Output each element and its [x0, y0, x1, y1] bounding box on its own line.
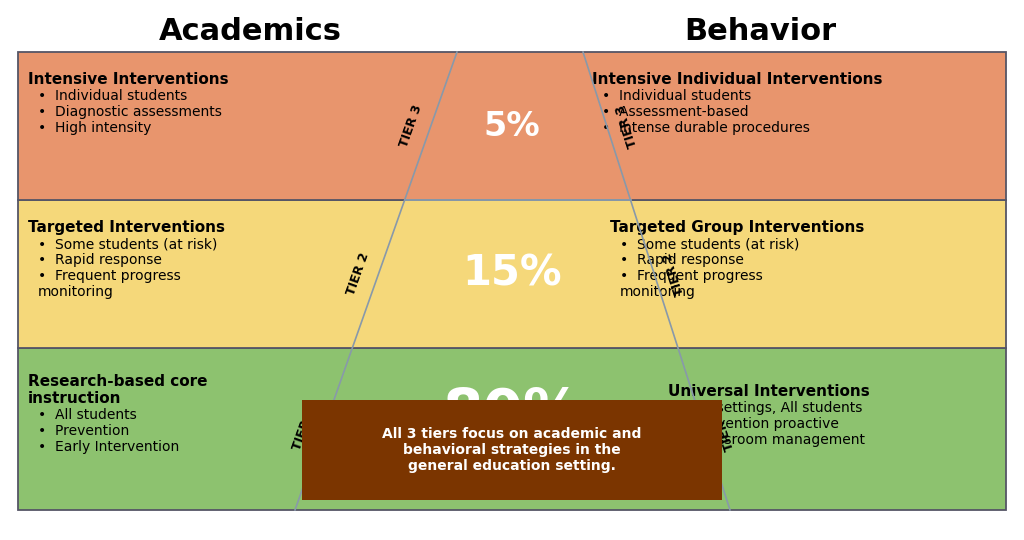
- Text: 15%: 15%: [462, 253, 562, 295]
- Text: •  Some students (at risk): • Some students (at risk): [620, 237, 800, 251]
- Text: •  All students: • All students: [38, 408, 137, 422]
- Text: Universal Interventions: Universal Interventions: [668, 384, 869, 399]
- Text: Intensive Individual Interventions: Intensive Individual Interventions: [592, 72, 883, 87]
- Text: TIER 2: TIER 2: [345, 251, 372, 297]
- Text: Research-based core
instruction: Research-based core instruction: [28, 374, 208, 407]
- Text: •  Prevention proactive: • Prevention proactive: [678, 417, 839, 431]
- FancyBboxPatch shape: [18, 348, 1006, 510]
- Text: •  Intense durable procedures: • Intense durable procedures: [602, 121, 810, 135]
- Text: 5%: 5%: [483, 110, 541, 143]
- FancyBboxPatch shape: [18, 52, 1006, 200]
- Text: TIER 1: TIER 1: [290, 406, 317, 452]
- Text: •  Rapid response: • Rapid response: [620, 253, 743, 267]
- Text: •  Diagnostic assessments: • Diagnostic assessments: [38, 105, 222, 119]
- Text: •  Early Intervention: • Early Intervention: [38, 440, 179, 454]
- Text: •  All settings, All students: • All settings, All students: [678, 401, 862, 415]
- Text: •  Prevention: • Prevention: [38, 424, 129, 438]
- Text: Intensive Interventions: Intensive Interventions: [28, 72, 228, 87]
- Text: 80%: 80%: [442, 386, 582, 442]
- Text: •  Rapid response: • Rapid response: [38, 253, 162, 267]
- Text: •  Classroom management: • Classroom management: [678, 433, 865, 447]
- Text: TIER 3: TIER 3: [397, 103, 424, 149]
- Text: Behavior: Behavior: [684, 17, 836, 46]
- Text: Academics: Academics: [159, 17, 341, 46]
- FancyBboxPatch shape: [302, 400, 722, 500]
- Text: TIER 1: TIER 1: [711, 406, 737, 452]
- Text: •  Individual students: • Individual students: [38, 89, 187, 103]
- Text: Targeted Interventions: Targeted Interventions: [28, 220, 225, 235]
- Text: Targeted Group Interventions: Targeted Group Interventions: [610, 220, 864, 235]
- Text: •  Individual students: • Individual students: [602, 89, 752, 103]
- Text: TIER 3: TIER 3: [613, 103, 640, 149]
- Text: All 3 tiers focus on academic and
behavioral strategies in the
general education: All 3 tiers focus on academic and behavi…: [382, 427, 642, 473]
- Text: •  Frequent progress
monitoring: • Frequent progress monitoring: [620, 269, 763, 299]
- Text: •  High intensity: • High intensity: [38, 121, 152, 135]
- Text: TIER 2: TIER 2: [662, 251, 687, 297]
- FancyBboxPatch shape: [18, 200, 1006, 348]
- Text: •  Some students (at risk): • Some students (at risk): [38, 237, 217, 251]
- Text: •  Assessment-based: • Assessment-based: [602, 105, 749, 119]
- Text: •  Frequent progress
monitoring: • Frequent progress monitoring: [38, 269, 181, 299]
